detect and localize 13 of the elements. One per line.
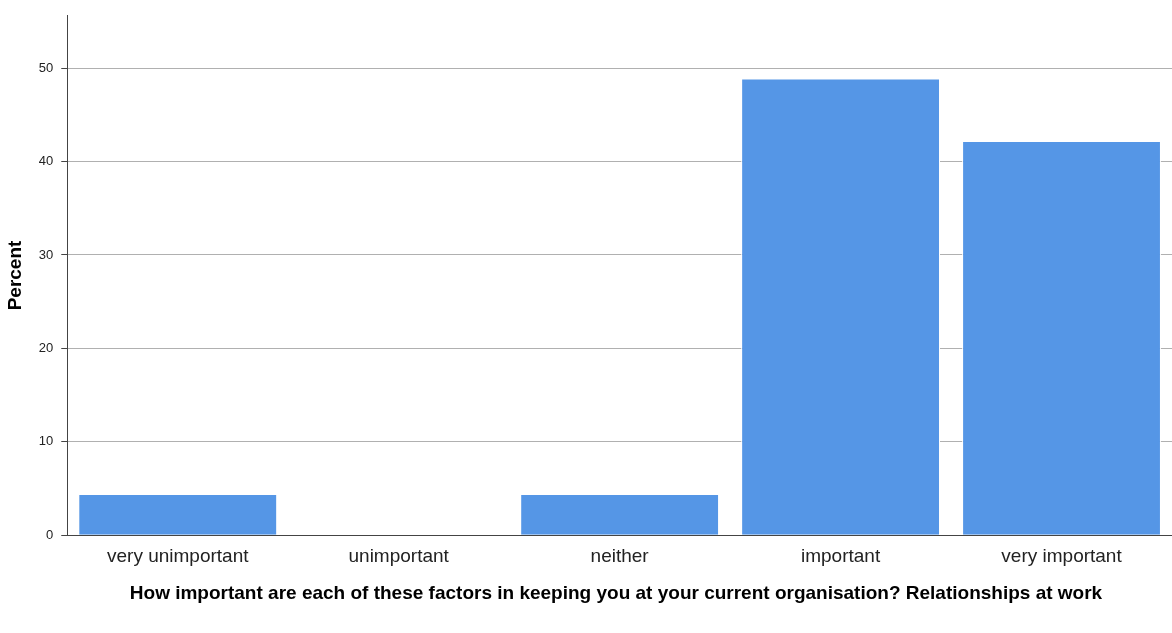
x-tick-label: important [800, 544, 881, 566]
x-tick-label: unimportant [348, 544, 450, 566]
y-tick-label: 0 [46, 526, 54, 542]
y-axis-title: Percent [3, 239, 25, 311]
x-tick-label: very important [1001, 544, 1123, 566]
y-tick-label: 40 [38, 153, 54, 169]
x-tick-label: very unimportant [106, 544, 250, 566]
y-tick-label: 50 [38, 59, 54, 75]
x-axis-title: How important are each of these factors in keeping you at your current organisation? Relationships at work [128, 582, 1104, 603]
x-tick-label: neither [590, 544, 650, 566]
y-tick-label: 20 [38, 339, 54, 355]
y-tick-label: 30 [38, 246, 54, 262]
y-tick-label: 10 [38, 433, 54, 449]
